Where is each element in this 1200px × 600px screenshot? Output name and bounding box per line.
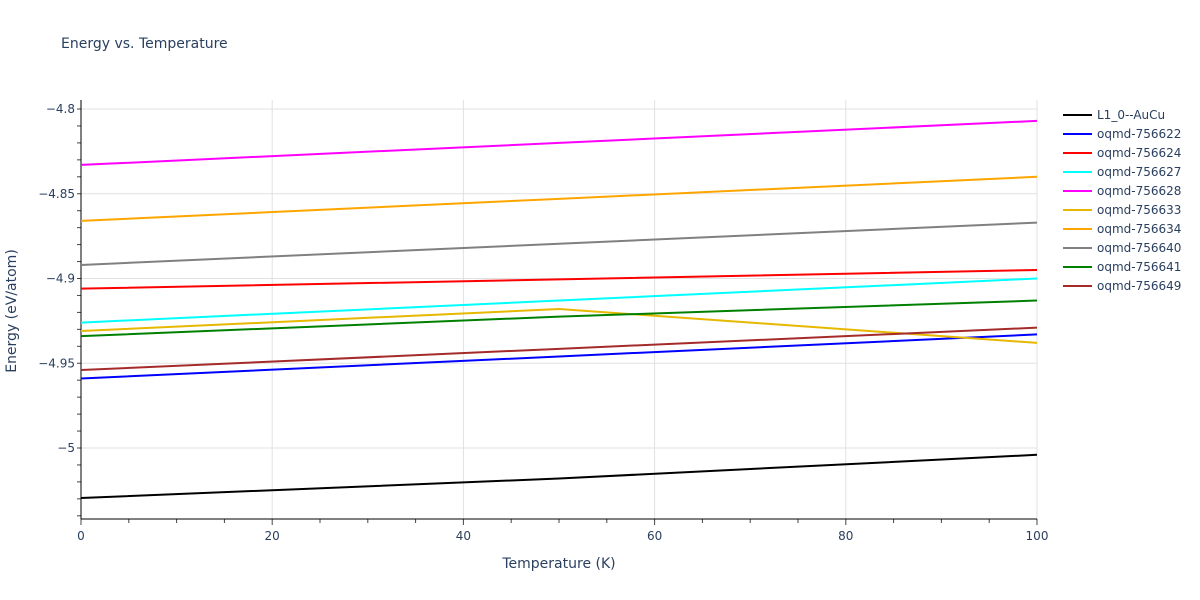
- y-tick-label: −4.85: [38, 187, 75, 201]
- series-lines: [80, 119, 1038, 500]
- legend-label: oqmd-756634: [1097, 222, 1181, 236]
- x-tick-label: 0: [77, 529, 85, 543]
- legend-item[interactable]: oqmd-756628: [1063, 184, 1181, 198]
- legend-label: L1_0--AuCu: [1097, 108, 1165, 122]
- legend-label: oqmd-756628: [1097, 184, 1181, 198]
- legend-label: oqmd-756641: [1097, 260, 1181, 274]
- legend-label: oqmd-756622: [1097, 127, 1181, 141]
- legend-item[interactable]: oqmd-756641: [1063, 260, 1181, 274]
- series-line: [80, 326, 1038, 372]
- axes: 0 20 40 60 80 100 −4.8 −4.85 −4.9 −4.95 −5: [38, 100, 1048, 543]
- x-tick-label: 80: [838, 529, 853, 543]
- series-line: [80, 333, 1038, 380]
- legend-item[interactable]: oqmd-756627: [1063, 165, 1181, 179]
- legend-item[interactable]: oqmd-756622: [1063, 127, 1181, 141]
- legend-item[interactable]: oqmd-756649: [1063, 279, 1181, 293]
- legend-item[interactable]: oqmd-756640: [1063, 241, 1181, 255]
- x-tick-label: 40: [456, 529, 471, 543]
- y-tick-label: −4.8: [46, 102, 75, 116]
- legend-label: oqmd-756627: [1097, 165, 1181, 179]
- series-line: [80, 269, 1038, 290]
- series-line: [80, 308, 1038, 344]
- legend-item[interactable]: oqmd-756633: [1063, 203, 1181, 217]
- x-tick-label: 20: [265, 529, 280, 543]
- series-line: [80, 221, 1038, 266]
- x-axis-title: Temperature (K): [501, 556, 615, 572]
- y-tick-label: −4.9: [46, 272, 75, 286]
- chart-title: Energy vs. Temperature: [61, 36, 228, 52]
- series-line: [80, 277, 1038, 324]
- legend-item[interactable]: L1_0--AuCu: [1063, 108, 1165, 122]
- legend-label: oqmd-756624: [1097, 146, 1181, 160]
- legend-label: oqmd-756633: [1097, 203, 1181, 217]
- x-tick-label: 100: [1026, 529, 1049, 543]
- y-tick-label: −4.95: [38, 356, 75, 370]
- y-axis-title: Energy (eV/atom): [4, 249, 20, 373]
- legend-item[interactable]: oqmd-756634: [1063, 222, 1181, 236]
- legend-item[interactable]: oqmd-756624: [1063, 146, 1181, 160]
- legend-label: oqmd-756640: [1097, 241, 1181, 255]
- series-line: [80, 453, 1038, 500]
- x-tick-label: 60: [647, 529, 662, 543]
- series-line: [80, 119, 1038, 166]
- y-tick-label: −5: [57, 441, 75, 455]
- legend-label: oqmd-756649: [1097, 279, 1181, 293]
- series-line: [80, 299, 1038, 338]
- series-line: [80, 175, 1038, 222]
- legend[interactable]: L1_0--AuCu oqmd-756622 oqmd-756624 oqmd-756…: [1063, 108, 1181, 293]
